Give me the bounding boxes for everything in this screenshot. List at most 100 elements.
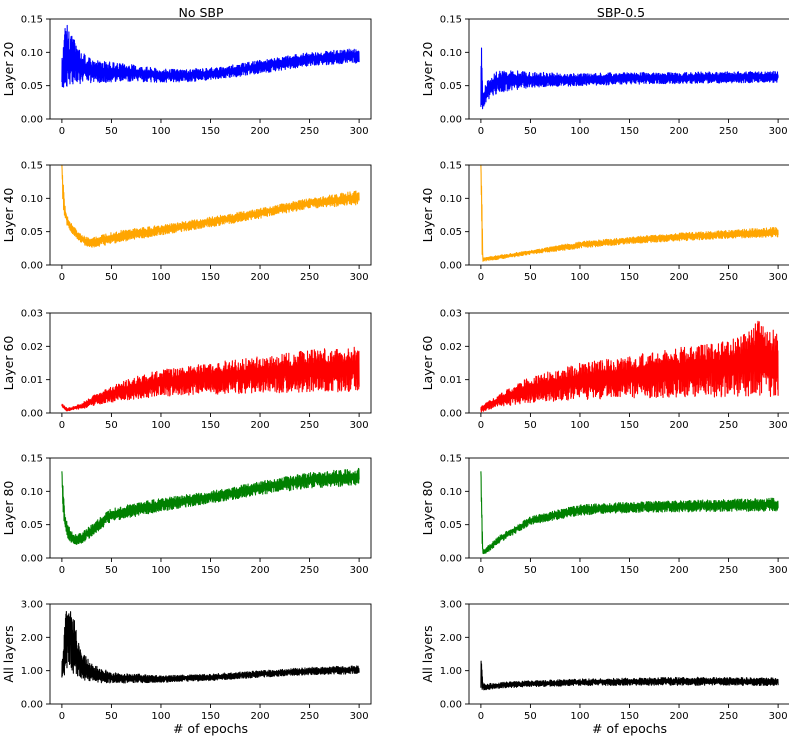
x-tick-label-no-sbp-layer-20-0: 0 xyxy=(59,126,65,137)
series-line-sbp-0-5-layer-60 xyxy=(480,320,779,413)
column-title-no-sbp: No SBP xyxy=(178,5,223,20)
y-tick-label-no-sbp-all-layers-2: 2.00 xyxy=(21,633,43,644)
y-tick-label-no-sbp-layer-20-2: 0.10 xyxy=(21,48,43,59)
panel-no-sbp-all-layers: 0.00 1.00 2.00 3.00 0 50 100 150 200 250 300 All la… xyxy=(1,600,372,736)
y-tick-label-no-sbp-layer-80-1: 0.05 xyxy=(21,520,43,531)
panel-sbp-0-5-all-layers: 0.00 1.00 2.00 3.00 0 50 100 150 200 250 300 All la… xyxy=(420,600,789,736)
x-tick-label-sbp-0-5-layer-20-5: 250 xyxy=(719,126,738,137)
y-tick-label-no-sbp-layer-20-1: 0.05 xyxy=(21,81,43,92)
y-axis-label-sbp-0-5-all-layers: All layers xyxy=(420,625,435,682)
y-axis-label-sbp-0-5-layer-80: Layer 80 xyxy=(420,481,435,536)
y-axis-label-no-sbp-layer-40: Layer 40 xyxy=(1,188,16,243)
y-tick-label-sbp-0-5-layer-80-2: 0.10 xyxy=(440,487,462,498)
series-line-sbp-0-5-layer-20 xyxy=(480,47,779,110)
x-tick-label-no-sbp-layer-40-4: 200 xyxy=(250,272,269,283)
x-tick-label-sbp-0-5-layer-40-4: 200 xyxy=(669,272,688,283)
panel-sbp-0-5-layer-40: 0.00 0.05 0.10 0.15 0 50 100 150 200 250 300 Layer … xyxy=(420,161,789,283)
series-line-no-sbp-layer-60 xyxy=(61,346,360,412)
x-tick-label-sbp-0-5-layer-80-6: 300 xyxy=(769,565,788,576)
panel-sbp-0-5-layer-80: 0.00 0.05 0.10 0.15 0 50 100 150 200 250 300 Layer … xyxy=(420,454,789,576)
y-tick-label-sbp-0-5-all-layers-2: 2.00 xyxy=(440,633,462,644)
y-axis-label-sbp-0-5-layer-40: Layer 40 xyxy=(420,188,435,243)
y-tick-label-no-sbp-all-layers-1: 1.00 xyxy=(21,666,43,677)
series-line-no-sbp-layer-80 xyxy=(61,467,360,545)
y-tick-label-no-sbp-layer-20-3: 0.15 xyxy=(21,15,43,26)
x-tick-label-no-sbp-layer-80-5: 250 xyxy=(300,565,319,576)
x-tick-label-sbp-0-5-layer-20-3: 150 xyxy=(620,126,639,137)
x-tick-label-no-sbp-layer-20-6: 300 xyxy=(350,126,369,137)
x-tick-label-sbp-0-5-layer-80-2: 100 xyxy=(570,565,589,576)
x-tick-label-sbp-0-5-layer-60-0: 0 xyxy=(478,420,484,431)
y-axis-label-no-sbp-layer-20: Layer 20 xyxy=(1,42,16,97)
x-tick-label-sbp-0-5-layer-60-4: 200 xyxy=(669,420,688,431)
x-tick-label-no-sbp-layer-40-0: 0 xyxy=(59,272,65,283)
x-tick-label-sbp-0-5-layer-80-0: 0 xyxy=(478,565,484,576)
y-axis-label-no-sbp-layer-80: Layer 80 xyxy=(1,481,16,536)
y-tick-label-no-sbp-layer-80-0: 0.00 xyxy=(21,554,43,565)
y-tick-label-no-sbp-layer-20-0: 0.00 xyxy=(21,115,43,126)
x-tick-label-sbp-0-5-layer-80-5: 250 xyxy=(719,565,738,576)
x-axis-label-sbp-0-5-all-layers: # of epochs xyxy=(592,721,667,736)
x-tick-label-no-sbp-layer-40-2: 100 xyxy=(151,272,170,283)
y-tick-label-sbp-0-5-layer-60-0: 0.00 xyxy=(440,409,462,420)
axes-frame-sbp-0-5-all-layers xyxy=(468,603,789,705)
x-tick-label-no-sbp-layer-20-3: 150 xyxy=(201,126,220,137)
x-tick-label-no-sbp-all-layers-6: 300 xyxy=(350,711,369,722)
x-tick-label-no-sbp-layer-60-0: 0 xyxy=(59,420,65,431)
x-tick-label-sbp-0-5-layer-20-4: 200 xyxy=(669,126,688,137)
x-tick-label-sbp-0-5-layer-40-6: 300 xyxy=(769,272,788,283)
x-tick-label-no-sbp-all-layers-5: 250 xyxy=(300,711,319,722)
x-tick-label-no-sbp-all-layers-2: 100 xyxy=(151,711,170,722)
y-axis-label-sbp-0-5-layer-60: Layer 60 xyxy=(420,336,435,391)
y-tick-label-sbp-0-5-all-layers-0: 0.00 xyxy=(440,700,462,711)
x-axis-label-no-sbp-all-layers: # of epochs xyxy=(173,721,248,736)
y-tick-label-no-sbp-layer-60-1: 0.01 xyxy=(21,375,43,386)
x-tick-label-sbp-0-5-layer-20-1: 50 xyxy=(524,126,537,137)
y-tick-label-sbp-0-5-layer-80-0: 0.00 xyxy=(440,554,462,565)
x-tick-label-sbp-0-5-layer-60-2: 100 xyxy=(570,420,589,431)
axes-frame-sbp-0-5-layer-20 xyxy=(468,18,789,120)
panel-sbp-0-5-layer-60: 0.00 0.01 0.02 0.03 0 50 100 150 200 250 300 Layer … xyxy=(420,309,789,431)
x-tick-label-sbp-0-5-layer-40-0: 0 xyxy=(478,272,484,283)
x-tick-label-no-sbp-layer-60-2: 100 xyxy=(151,420,170,431)
x-tick-label-no-sbp-layer-60-3: 150 xyxy=(201,420,220,431)
x-tick-label-sbp-0-5-layer-60-1: 50 xyxy=(524,420,537,431)
x-tick-label-no-sbp-layer-80-2: 100 xyxy=(151,565,170,576)
x-tick-label-sbp-0-5-layer-40-5: 250 xyxy=(719,272,738,283)
x-tick-label-no-sbp-layer-40-1: 50 xyxy=(105,272,118,283)
x-tick-label-sbp-0-5-layer-40-3: 150 xyxy=(620,272,639,283)
y-tick-label-no-sbp-layer-80-3: 0.15 xyxy=(21,454,43,465)
x-tick-label-no-sbp-layer-80-3: 150 xyxy=(201,565,220,576)
y-tick-label-no-sbp-layer-40-0: 0.00 xyxy=(21,261,43,272)
series-line-sbp-0-5-all-layers xyxy=(480,660,779,691)
y-tick-label-sbp-0-5-layer-20-1: 0.05 xyxy=(440,81,462,92)
y-tick-label-sbp-0-5-layer-60-1: 0.01 xyxy=(440,375,462,386)
x-tick-label-sbp-0-5-layer-60-3: 150 xyxy=(620,420,639,431)
y-tick-label-no-sbp-layer-80-2: 0.10 xyxy=(21,487,43,498)
y-tick-label-no-sbp-all-layers-0: 0.00 xyxy=(21,700,43,711)
series-line-sbp-0-5-layer-80 xyxy=(480,471,779,555)
y-axis-label-sbp-0-5-layer-20: Layer 20 xyxy=(420,42,435,97)
y-tick-label-no-sbp-layer-60-0: 0.00 xyxy=(21,409,43,420)
axes-frame-no-sbp-all-layers xyxy=(49,603,372,705)
y-tick-label-sbp-0-5-layer-40-2: 0.10 xyxy=(440,194,462,205)
x-tick-label-sbp-0-5-all-layers-2: 100 xyxy=(570,711,589,722)
x-tick-label-sbp-0-5-all-layers-5: 250 xyxy=(719,711,738,722)
panel-no-sbp-layer-60: 0.00 0.01 0.02 0.03 0 50 100 150 200 250 300 Layer … xyxy=(1,309,372,431)
x-tick-label-no-sbp-all-layers-3: 150 xyxy=(201,711,220,722)
x-tick-label-no-sbp-layer-60-1: 50 xyxy=(105,420,118,431)
x-tick-label-no-sbp-layer-20-5: 250 xyxy=(300,126,319,137)
x-tick-label-sbp-0-5-layer-40-1: 50 xyxy=(524,272,537,283)
y-tick-label-sbp-0-5-layer-20-3: 0.15 xyxy=(440,15,462,26)
panel-sbp-0-5-layer-20: 0.00 0.05 0.10 0.15 0 50 100 150 200 250 300 Layer … xyxy=(420,15,789,137)
y-tick-label-sbp-0-5-layer-60-2: 0.02 xyxy=(440,342,462,353)
series-line-no-sbp-layer-20 xyxy=(61,24,360,88)
y-tick-label-sbp-0-5-all-layers-1: 1.00 xyxy=(440,666,462,677)
x-tick-label-no-sbp-layer-80-0: 0 xyxy=(59,565,65,576)
y-tick-label-no-sbp-layer-40-1: 0.05 xyxy=(21,227,43,238)
x-tick-label-sbp-0-5-layer-20-2: 100 xyxy=(570,126,589,137)
series-line-sbp-0-5-layer-40 xyxy=(480,165,779,262)
x-tick-label-no-sbp-layer-60-6: 300 xyxy=(350,420,369,431)
x-tick-label-sbp-0-5-all-layers-3: 150 xyxy=(620,711,639,722)
y-tick-label-sbp-0-5-layer-40-1: 0.05 xyxy=(440,227,462,238)
